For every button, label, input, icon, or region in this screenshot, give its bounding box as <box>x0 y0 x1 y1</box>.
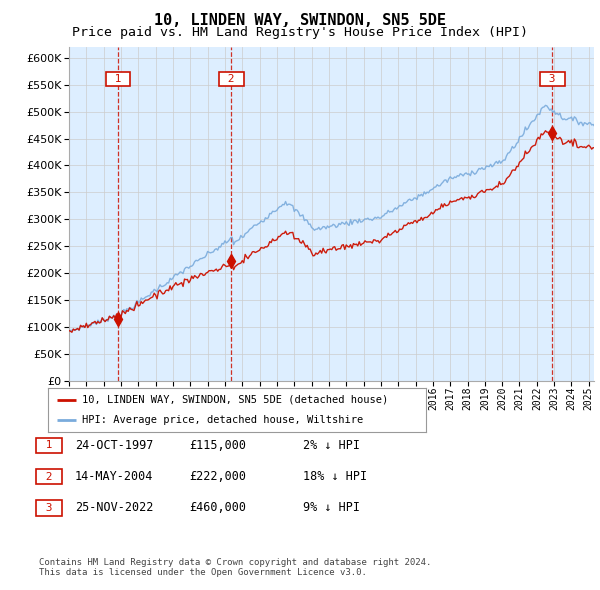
Text: 18% ↓ HPI: 18% ↓ HPI <box>303 470 367 483</box>
Text: 10, LINDEN WAY, SWINDON, SN5 5DE (detached house): 10, LINDEN WAY, SWINDON, SN5 5DE (detach… <box>82 395 388 405</box>
Text: Price paid vs. HM Land Registry's House Price Index (HPI): Price paid vs. HM Land Registry's House … <box>72 26 528 39</box>
Text: 1: 1 <box>39 441 59 450</box>
Text: 2: 2 <box>39 472 59 481</box>
Text: 9% ↓ HPI: 9% ↓ HPI <box>303 502 360 514</box>
Text: 25-NOV-2022: 25-NOV-2022 <box>75 502 154 514</box>
Text: £115,000: £115,000 <box>189 439 246 452</box>
Text: HPI: Average price, detached house, Wiltshire: HPI: Average price, detached house, Wilt… <box>82 415 363 425</box>
Text: 1: 1 <box>108 74 128 84</box>
Text: 24-OCT-1997: 24-OCT-1997 <box>75 439 154 452</box>
Text: 10, LINDEN WAY, SWINDON, SN5 5DE: 10, LINDEN WAY, SWINDON, SN5 5DE <box>154 13 446 28</box>
Text: 2: 2 <box>221 74 241 84</box>
Text: 3: 3 <box>39 503 59 513</box>
Text: £222,000: £222,000 <box>189 470 246 483</box>
Text: 3: 3 <box>542 74 563 84</box>
Text: £460,000: £460,000 <box>189 502 246 514</box>
Text: Contains HM Land Registry data © Crown copyright and database right 2024.
This d: Contains HM Land Registry data © Crown c… <box>39 558 431 577</box>
Text: 14-MAY-2004: 14-MAY-2004 <box>75 470 154 483</box>
Text: 2% ↓ HPI: 2% ↓ HPI <box>303 439 360 452</box>
